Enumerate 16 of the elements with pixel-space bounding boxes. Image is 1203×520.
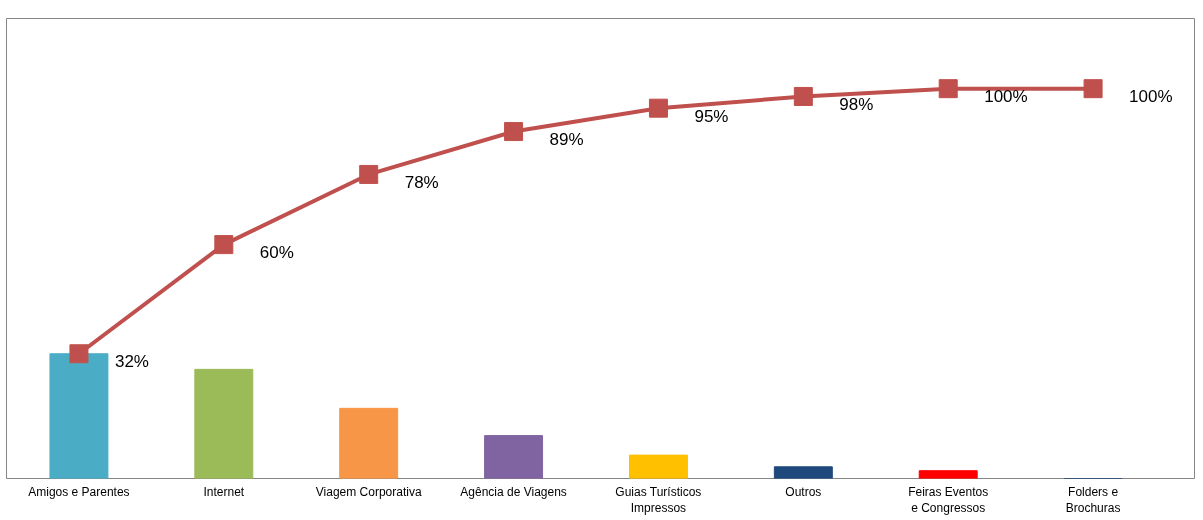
data-label: 98% — [839, 94, 874, 114]
data-label: 100% — [1129, 87, 1173, 107]
x-tick-label: Guias Turísticos Impressos — [615, 484, 702, 516]
x-tick-label: Amigos e Parentes — [28, 484, 130, 499]
data-label: 78% — [404, 172, 439, 192]
data-label: 60% — [259, 243, 294, 263]
x-tick-label: Feiras Eventos e Congressos — [908, 484, 989, 516]
data-label: 32% — [114, 352, 149, 372]
x-tick-label: Outros — [785, 484, 822, 499]
data-label: 95% — [694, 106, 729, 126]
x-tick-label: Folders e Brochuras — [1065, 484, 1121, 516]
x-tick-label: Agência de Viagens — [460, 484, 567, 499]
x-tick-label: Viagem Corporativa — [315, 484, 422, 499]
data-label: 89% — [549, 130, 584, 150]
x-tick-label: Internet — [203, 484, 245, 499]
data-label: 100% — [984, 87, 1028, 107]
